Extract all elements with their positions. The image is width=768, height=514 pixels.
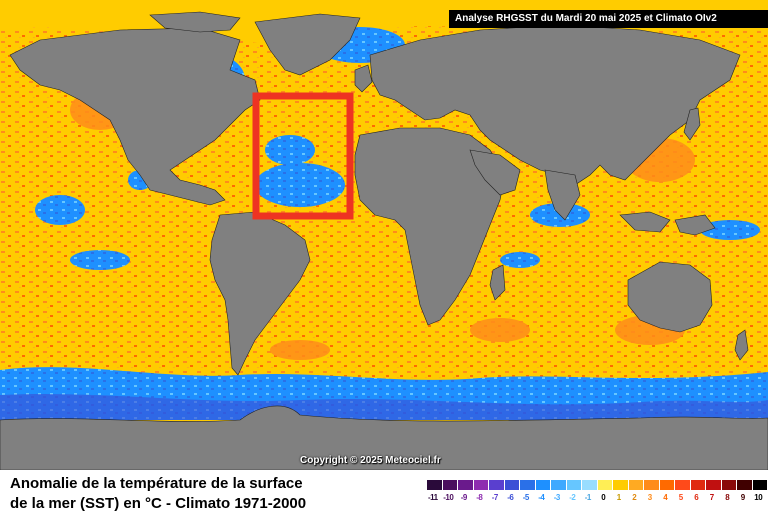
- legend-swatch: [520, 480, 536, 490]
- legend-swatch: [536, 480, 552, 490]
- legend-tick-label: 9: [735, 493, 751, 505]
- legend-swatch: [505, 480, 521, 490]
- legend-swatch: [582, 480, 598, 490]
- legend-tick-label: -11: [425, 493, 441, 505]
- legend-tick-label: -6: [503, 493, 519, 505]
- map-title-line-2: de la mer (SST) en °C - Climato 1971-200…: [10, 494, 306, 514]
- legend-swatch: [443, 480, 459, 490]
- legend-swatch: [644, 480, 660, 490]
- legend-swatch: [706, 480, 722, 490]
- legend-tick-label: 0: [596, 493, 612, 505]
- legend-tick-label: -2: [565, 493, 581, 505]
- map-title: Anomalie de la température de la surface…: [10, 474, 306, 514]
- legend-tick-label: 3: [642, 493, 658, 505]
- legend-color-bar: [427, 480, 768, 490]
- legend-swatch: [675, 480, 691, 490]
- legend-tick-label: 7: [704, 493, 720, 505]
- legend-tick-label: -4: [534, 493, 550, 505]
- legend-swatch: [551, 480, 567, 490]
- copyright-label: Copyright © 2025 Meteociel.fr: [300, 455, 441, 466]
- analysis-header-label: Analyse RHGSST du Mardi 20 mai 2025 et C…: [449, 10, 768, 28]
- legend-tick-label: -9: [456, 493, 472, 505]
- legend-tick-label: 1: [611, 493, 627, 505]
- legend-swatch: [722, 480, 738, 490]
- legend-tick-label: 8: [720, 493, 736, 505]
- legend-tick-label: 4: [658, 493, 674, 505]
- legend-swatch: [691, 480, 707, 490]
- legend-swatch: [427, 480, 443, 490]
- sst-anomaly-map: [0, 0, 768, 470]
- legend-tick-label: -1: [580, 493, 596, 505]
- legend-tick-label: -8: [472, 493, 488, 505]
- legend-swatch: [737, 480, 753, 490]
- legend-swatch: [567, 480, 583, 490]
- legend-swatch: [613, 480, 629, 490]
- legend-tick-label: -10: [441, 493, 457, 505]
- legend-swatch: [474, 480, 490, 490]
- legend-swatch: [489, 480, 505, 490]
- map-title-line-1: Anomalie de la température de la surface: [10, 474, 306, 494]
- legend-tick-label: -3: [549, 493, 565, 505]
- legend-swatch: [753, 480, 768, 490]
- legend-swatch: [629, 480, 645, 490]
- legend-tick-label: 5: [673, 493, 689, 505]
- legend-swatch: [458, 480, 474, 490]
- legend-tick-label: -5: [518, 493, 534, 505]
- legend-swatch: [660, 480, 676, 490]
- legend-tick-label: 2: [627, 493, 643, 505]
- legend-tick-label: 6: [689, 493, 705, 505]
- legend-tick-label: -7: [487, 493, 503, 505]
- legend-tick-label: 10: [751, 493, 767, 505]
- legend-swatch: [598, 480, 614, 490]
